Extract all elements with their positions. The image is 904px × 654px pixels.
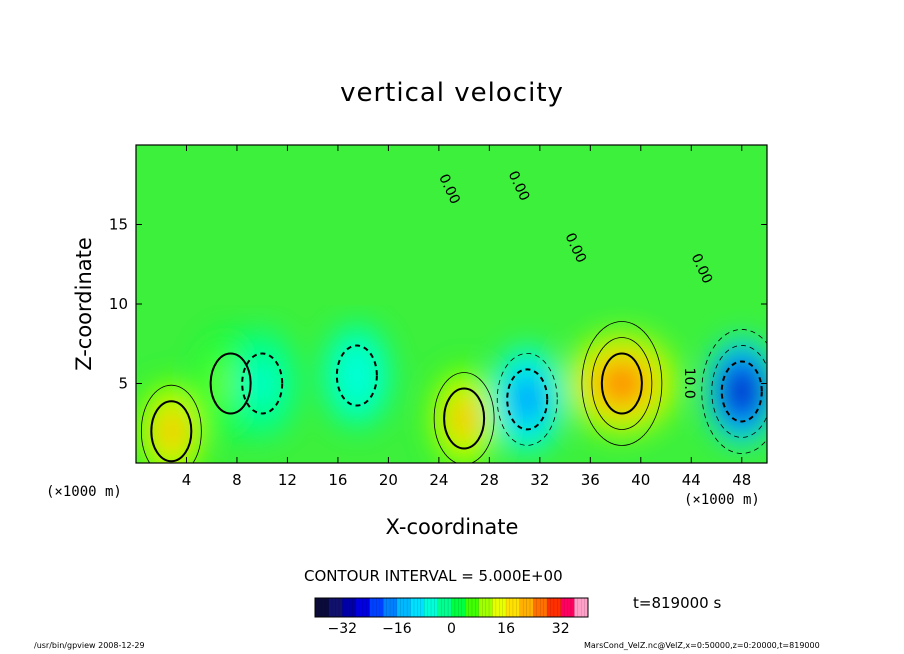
field-extremum-5-ring-2 [513, 378, 542, 421]
colorbar-segment [424, 598, 439, 617]
contour-6-2 [591, 337, 653, 430]
field-extremum-7-ring-2 [727, 370, 756, 413]
colorbar-segment [560, 598, 575, 617]
x-tick-label: 8 [232, 471, 242, 489]
colorbar-segment [369, 598, 384, 617]
x-tick-label: 24 [429, 471, 448, 489]
y-tick-label: 10 [109, 295, 128, 313]
x-tick-label: 36 [581, 471, 600, 489]
contour-1-1 [209, 352, 252, 415]
y-tick-label: 5 [118, 375, 128, 393]
colorbar-segment [383, 598, 398, 617]
colorbar-segment [342, 598, 357, 617]
colorbar-segment [451, 598, 466, 617]
field-extremum-2-ring-2 [248, 362, 277, 405]
colorbar-tick-label: 32 [552, 621, 570, 637]
contour-7-1 [720, 360, 763, 423]
x-unit-left: (×1000 m) [46, 484, 122, 500]
colorbar-segment [506, 598, 521, 617]
y-axis-label: Z-coordinate [72, 237, 96, 371]
colorbar [314, 597, 589, 618]
x-tick-label: 28 [480, 471, 499, 489]
footer-left: /usr/bin/gpview 2008-12-29 [34, 641, 145, 650]
colorbar-frame [314, 597, 589, 618]
x-tick-label: 40 [631, 471, 650, 489]
footer-right: MarsCond_VelZ.nc@VelZ,x=0:50000,z=0:2000… [584, 641, 820, 650]
colorbar-segment [492, 598, 507, 617]
contour-2-1 [241, 352, 284, 415]
colorbar-tick-label: −32 [328, 621, 358, 637]
x-tick-label: 32 [530, 471, 549, 489]
contour-6-1 [600, 352, 643, 415]
colorbar-segment [519, 598, 534, 617]
y-tick-label: 15 [109, 216, 128, 234]
x-tick-label: 20 [379, 471, 398, 489]
contour-6-3 [581, 321, 663, 446]
chart-title: vertical velocity [340, 78, 564, 108]
colorbar-segment [355, 598, 371, 617]
contour-0-1 [150, 400, 193, 463]
x-axis-label: X-coordinate [385, 515, 519, 539]
contour-4-2 [433, 372, 495, 463]
colorbar-segment [396, 598, 412, 617]
colorbar-tick-label: 0 [447, 621, 456, 637]
contour-label: 10.0 [681, 368, 697, 399]
colorbar-tick-label: −16 [382, 621, 412, 637]
colorbar-segment [410, 598, 425, 617]
contour-0-2 [140, 384, 202, 463]
time-label: t=819000 s [633, 594, 722, 612]
colorbar-segment [533, 598, 548, 617]
contour-5-2 [496, 352, 558, 446]
colorbar-segment [547, 598, 562, 617]
colorbar-segment [574, 598, 589, 617]
colorbar-segment [437, 598, 452, 617]
colorbar-tick-label: 16 [497, 621, 515, 637]
contour-5-1 [506, 368, 549, 431]
field-extremum-0-ring-2 [157, 410, 186, 453]
contour-7-2 [711, 345, 767, 438]
x-tick-label: 44 [682, 471, 701, 489]
field-extremum-3-ring-2 [342, 354, 371, 397]
colorbar-segment [478, 598, 493, 617]
x-tick-label: 48 [732, 471, 751, 489]
x-unit-right: (×1000 m) [684, 492, 760, 508]
x-tick-label: 12 [278, 471, 297, 489]
colorbar-segment [315, 598, 330, 617]
field-extremum-4-ring-2 [450, 397, 479, 440]
field-extremum-6-ring-2 [599, 362, 645, 405]
colorbar-segment [328, 598, 343, 617]
contour-3-1 [335, 344, 378, 407]
x-tick-label: 4 [182, 471, 192, 489]
x-tick-label: 16 [328, 471, 347, 489]
colorbar-segment [465, 598, 480, 617]
contour-4-1 [443, 387, 486, 450]
contour-interval-text: CONTOUR INTERVAL = 5.000E+00 [304, 567, 563, 585]
